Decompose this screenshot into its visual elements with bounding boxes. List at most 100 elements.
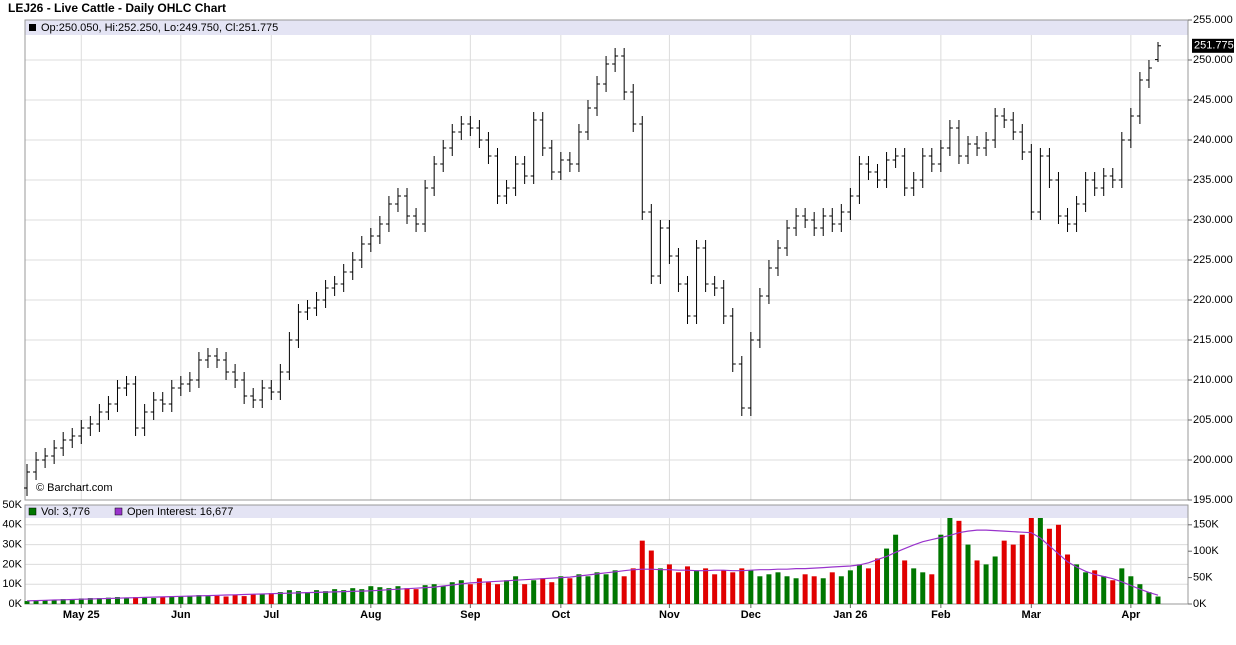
volume-bar <box>87 598 93 604</box>
volume-bar <box>630 568 636 604</box>
volume-bar <box>422 585 428 604</box>
volume-bar <box>685 566 691 604</box>
volume-bar <box>449 582 455 604</box>
volume-bar <box>96 598 102 604</box>
volume-bar <box>151 598 157 604</box>
volume-bar <box>594 572 600 604</box>
oi-tick-label: 50K <box>1193 572 1213 584</box>
y-tick-label: 205.000 <box>1193 414 1233 426</box>
volume-bar <box>947 518 953 604</box>
volume-bar <box>576 574 582 604</box>
x-tick-label: Feb <box>931 609 951 621</box>
volume-bar <box>1119 568 1125 604</box>
volume-bar <box>721 570 727 604</box>
volume-bar <box>196 595 202 604</box>
volume-bar <box>341 590 347 604</box>
volume-bar <box>494 584 500 604</box>
volume-bar <box>938 534 944 604</box>
volume-bar <box>42 600 48 604</box>
volume-bar <box>983 564 989 604</box>
volume-bar <box>875 558 881 604</box>
volume-bar <box>1101 576 1107 604</box>
open-interest-line <box>26 529 1159 602</box>
volume-bar <box>395 586 401 604</box>
volume-bar <box>757 576 763 604</box>
volume-bar <box>531 580 537 604</box>
volume-bar <box>965 544 971 604</box>
volume-legend: Vol: 3,776 <box>41 506 90 518</box>
x-tick-label: Oct <box>552 609 571 621</box>
y-tick-label: 225.000 <box>1193 254 1233 266</box>
volume-header-strip <box>25 505 1188 518</box>
volume-bar <box>1110 580 1116 604</box>
close-label-box <box>1192 38 1234 53</box>
oi-tick-label: 150K <box>1193 519 1219 531</box>
x-tick-label: Apr <box>1121 609 1141 621</box>
x-tick-label: Jan 26 <box>833 609 867 621</box>
volume-bar <box>1055 524 1061 604</box>
volume-tick-label: 10K <box>2 578 22 590</box>
volume-bar <box>612 570 618 604</box>
volume-bar <box>549 582 555 604</box>
volume-tick-label: 0K <box>9 598 23 610</box>
volume-bar <box>703 568 709 604</box>
volume-bar <box>513 576 519 604</box>
y-tick-label: 195.000 <box>1193 494 1233 506</box>
volume-bar <box>377 587 383 604</box>
volume-bar <box>277 592 283 604</box>
volume-bar <box>911 568 917 604</box>
volume-bar <box>585 576 591 604</box>
oi-legend: Open Interest: 16,677 <box>127 506 233 518</box>
oi-legend-swatch <box>114 507 123 516</box>
oi-tick-label: 100K <box>1193 545 1219 557</box>
volume-bar <box>603 574 609 604</box>
volume-bar <box>865 568 871 604</box>
volume-bar <box>69 599 75 604</box>
volume-bar <box>368 586 374 604</box>
volume-bar <box>1010 544 1016 604</box>
volume-bar <box>350 588 356 604</box>
x-tick-label: May 25 <box>63 609 100 621</box>
volume-bar <box>142 597 148 604</box>
volume-bar <box>1074 564 1080 604</box>
volume-bar <box>1155 596 1161 604</box>
volume-bar <box>250 594 256 604</box>
volume-bar <box>178 596 184 604</box>
volume-bar <box>739 568 745 604</box>
volume-bar <box>956 520 962 604</box>
volume-bar <box>485 582 491 604</box>
y-tick-label: 255.000 <box>1193 14 1233 26</box>
x-tick-label: Sep <box>460 609 480 621</box>
volume-bar <box>1146 592 1152 604</box>
volume-bar <box>458 580 464 604</box>
volume-bar <box>694 570 700 604</box>
volume-bar <box>404 588 410 604</box>
volume-bar <box>1065 554 1071 604</box>
volume-bar <box>286 590 292 604</box>
volume-bar <box>187 595 193 604</box>
volume-bar <box>1128 576 1134 604</box>
volume-bar <box>748 570 754 604</box>
volume-bar <box>259 594 265 604</box>
volume-bar <box>124 598 130 604</box>
volume-bar <box>78 598 84 604</box>
volume-bar <box>1001 540 1007 604</box>
volume-bar <box>504 580 510 604</box>
volume-bar <box>114 597 120 604</box>
volume-bar <box>467 584 473 604</box>
x-tick-label: Dec <box>741 609 761 621</box>
volume-bar <box>332 589 338 604</box>
volume-bar <box>902 560 908 604</box>
volume-bar <box>540 578 546 604</box>
close-label: 251.775 <box>1194 40 1234 52</box>
volume-bar <box>522 584 528 604</box>
volume-bar <box>105 597 111 604</box>
volume-bar <box>24 601 30 604</box>
volume-tick-label: 50K <box>2 499 22 511</box>
volume-bar <box>730 572 736 604</box>
volume-bar <box>884 548 890 604</box>
volume-bar <box>268 593 274 604</box>
x-tick-label: Mar <box>1022 609 1042 621</box>
volume-bar <box>1046 528 1052 604</box>
